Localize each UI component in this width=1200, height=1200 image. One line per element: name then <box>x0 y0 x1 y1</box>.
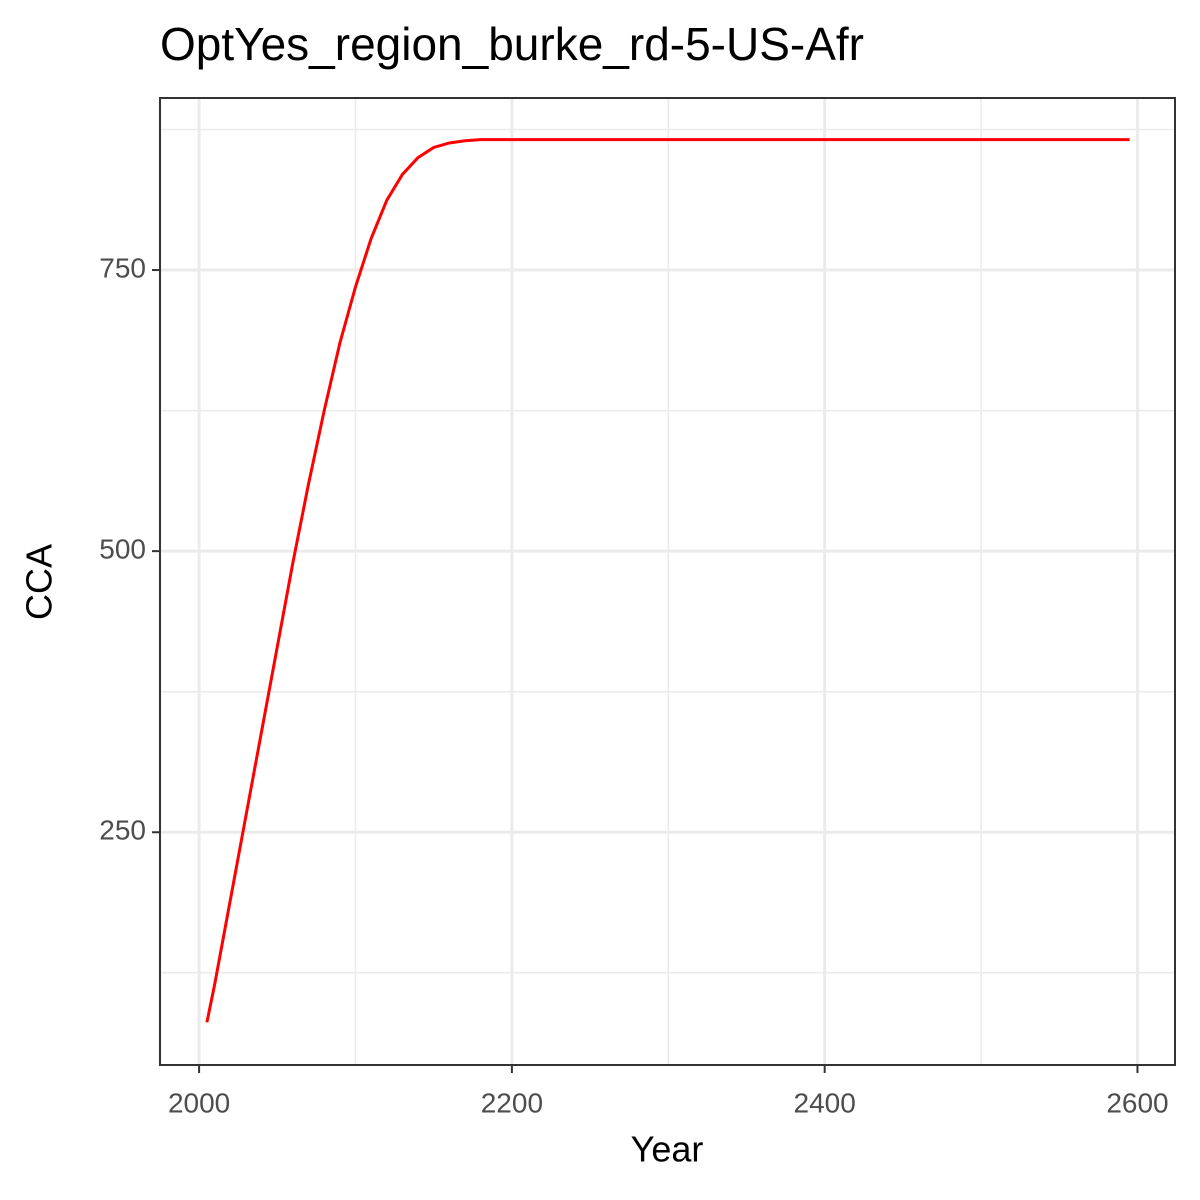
chart-title: OptYes_region_burke_rd-5-US-Afr <box>160 18 864 70</box>
x-tick-label: 2400 <box>794 1087 856 1118</box>
line-series <box>205 138 1130 1023</box>
y-tick-label: 250 <box>99 815 146 846</box>
x-tick-label: 2000 <box>168 1087 230 1118</box>
y-tick-label: 750 <box>99 252 146 283</box>
x-tick-label: 2200 <box>481 1087 543 1118</box>
x-axis-title: Year <box>631 1129 704 1170</box>
x-tick-label: 2600 <box>1106 1087 1168 1118</box>
plot-border <box>159 97 1176 1066</box>
y-axis-title: CCA <box>19 544 60 620</box>
y-tick-label: 500 <box>99 534 146 565</box>
